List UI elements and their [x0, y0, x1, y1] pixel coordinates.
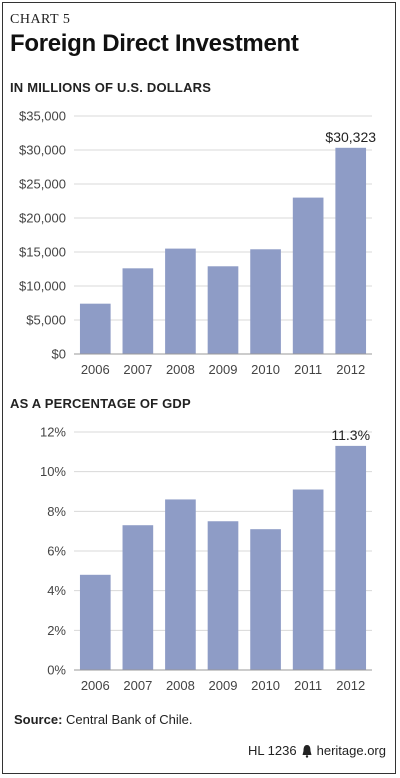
- bar-2012: [335, 445, 367, 670]
- chart-number: CHART 5: [10, 12, 71, 27]
- bar-2011: [292, 197, 324, 354]
- bar-2007: [122, 525, 154, 670]
- source-label: Source:: [14, 712, 63, 727]
- x-tick-label: 2010: [251, 362, 280, 377]
- y-tick-label: 6%: [47, 544, 66, 559]
- x-tick-label: 2006: [81, 362, 110, 377]
- site-link[interactable]: heritage.org: [316, 743, 386, 758]
- bar-2009: [207, 266, 239, 354]
- x-tick-label: 2012: [336, 362, 365, 377]
- source-note: Source: Central Bank of Chile.: [14, 712, 192, 727]
- y-tick-label: $0: [52, 347, 66, 362]
- y-tick-label: $25,000: [19, 177, 66, 192]
- y-tick-label: 8%: [47, 504, 66, 519]
- chart-2-subtitle: AS A PERCENTAGE OF GDP: [10, 396, 191, 411]
- y-tick-label: $20,000: [19, 211, 66, 226]
- report-code: HL 1236: [247, 743, 297, 758]
- y-tick-label: $30,000: [19, 143, 66, 158]
- x-tick-label: 2006: [81, 678, 110, 693]
- liberty-bell-icon: [302, 744, 312, 758]
- y-tick-label: 2%: [47, 623, 66, 638]
- y-tick-label: 4%: [47, 583, 66, 598]
- bar-2012: [335, 147, 367, 354]
- y-tick-label: 12%: [40, 425, 66, 440]
- bar-2006: [79, 574, 111, 670]
- y-tick-label: $15,000: [19, 245, 66, 260]
- chart-1-subtitle: IN MILLIONS OF U.S. DOLLARS: [10, 80, 212, 95]
- bar-2007: [122, 268, 154, 354]
- fdi-gdp-chart: 0% 2% 4% 6% 8% 10% 12% 2006 2007 2008 2009 2010 2011…: [40, 425, 372, 693]
- x-tick-label: 2009: [209, 678, 238, 693]
- x-tick-label: 2011: [294, 362, 322, 377]
- x-tick-label: 2012: [336, 678, 365, 693]
- x-tick-label: 2007: [123, 362, 152, 377]
- bar-2010: [250, 529, 281, 670]
- bar-2011: [292, 489, 324, 670]
- x-tick-label: 2010: [251, 678, 280, 693]
- bar-2010: [250, 249, 281, 354]
- bar-2009: [207, 521, 239, 670]
- y-tick-label: $5,000: [26, 313, 66, 328]
- y-tick-label: 10%: [40, 464, 66, 479]
- bar-2006: [79, 303, 111, 354]
- fdi-dollars-chart: $0 $5,000 $10,000 $15,000 $20,000 $25,000 $30,…: [19, 109, 376, 378]
- footer: HL 1236 heritage.org: [248, 743, 386, 758]
- y-tick-label: $10,000: [19, 279, 66, 294]
- y-tick-label: $35,000: [19, 109, 66, 124]
- source-text: Central Bank of Chile.: [66, 712, 193, 727]
- x-tick-label: 2008: [166, 362, 195, 377]
- page-title: Foreign Direct Investment: [10, 30, 299, 57]
- value-annotation: $30,323: [325, 129, 376, 145]
- x-tick-label: 2008: [166, 678, 195, 693]
- bar-2008: [165, 248, 196, 354]
- x-tick-label: 2007: [123, 678, 152, 693]
- value-annotation: 11.3%: [331, 427, 370, 443]
- x-tick-label: 2011: [294, 678, 322, 693]
- x-tick-label: 2009: [209, 362, 238, 377]
- y-tick-label: 0%: [47, 663, 66, 678]
- bar-2008: [165, 499, 196, 670]
- chart-frame: [2, 2, 396, 774]
